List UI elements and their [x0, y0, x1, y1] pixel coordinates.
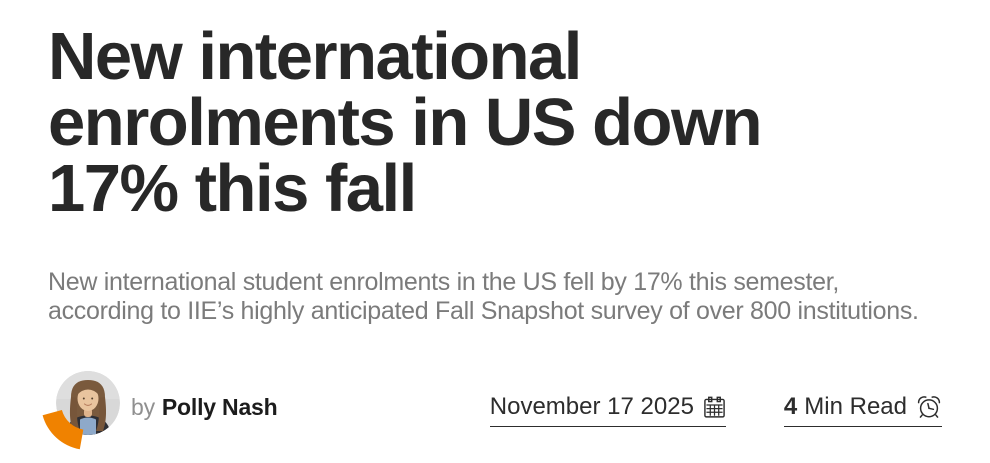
- alarm-clock-icon: [916, 394, 942, 420]
- standfirst-line-1: New international student enrolments in …: [48, 268, 840, 296]
- standfirst-line-2: according to IIE’s highly anticipated Fa…: [48, 297, 919, 325]
- author-photo-icon: [56, 371, 120, 435]
- page-title: New international enrolments in US down …: [48, 0, 942, 222]
- headline-line-1: New international: [48, 19, 582, 94]
- byline-prefix: by: [131, 394, 155, 420]
- publish-date-text: November 17 2025: [489, 393, 694, 420]
- byline: by Polly Nash: [131, 396, 278, 419]
- author-name[interactable]: Polly Nash: [161, 394, 278, 420]
- read-time-value: 4: [783, 393, 798, 420]
- headline-line-3: 17% this fall: [48, 151, 417, 226]
- read-time-label: Min Read: [804, 393, 907, 420]
- calendar-icon: [703, 396, 726, 419]
- article-meta-row: by Polly Nash November 17 2025: [42, 371, 942, 450]
- author-avatar[interactable]: [42, 371, 120, 450]
- headline-line-2: enrolments in US down: [48, 85, 763, 160]
- article-standfirst: New international student enrolments in …: [48, 268, 942, 326]
- publish-date: November 17 2025: [489, 393, 726, 427]
- read-time: 4 Min Read: [783, 393, 942, 427]
